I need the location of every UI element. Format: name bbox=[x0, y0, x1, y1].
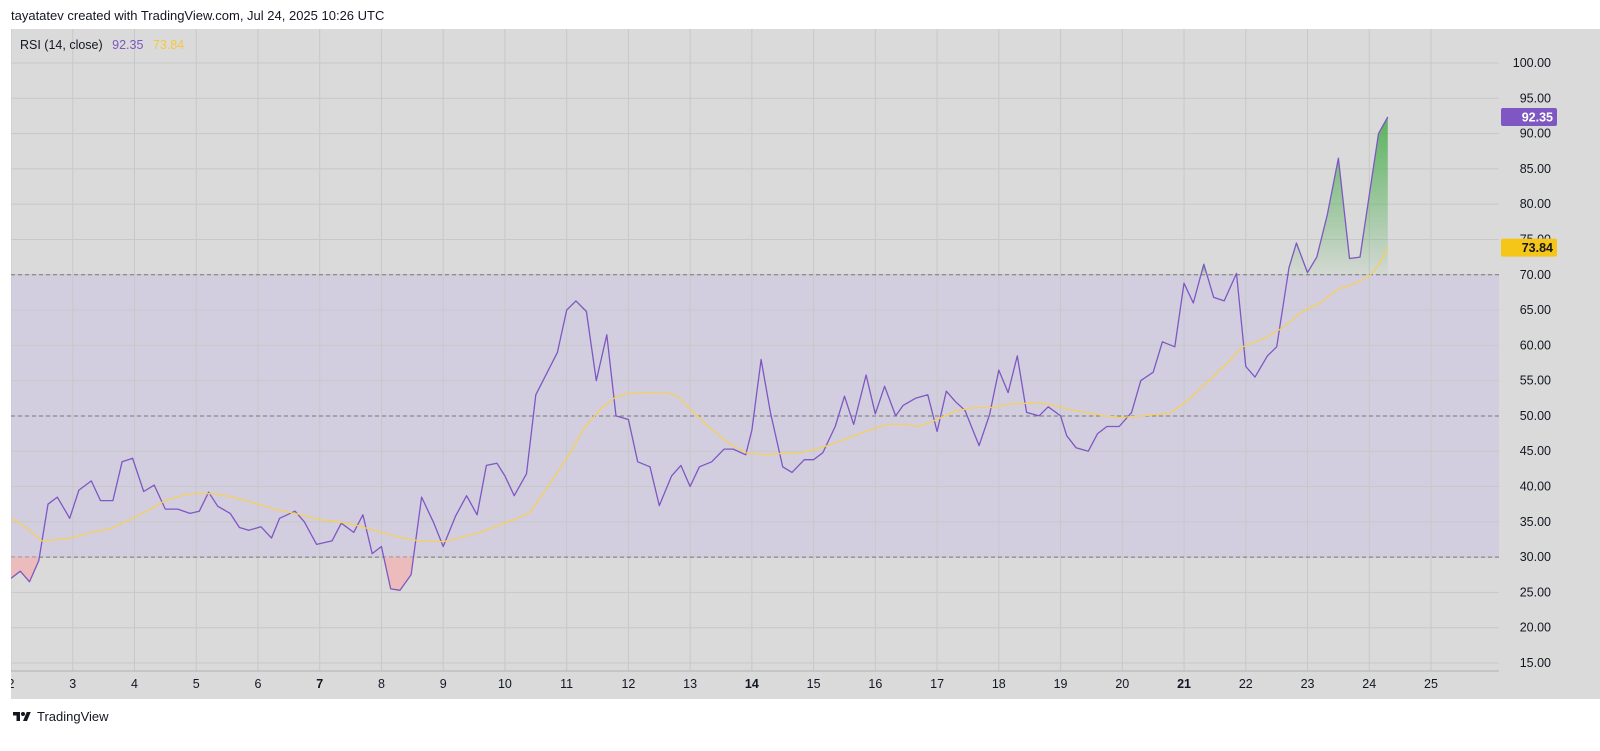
y-tick-label: 100.00 bbox=[1513, 56, 1551, 70]
x-tick-label: 14 bbox=[745, 677, 759, 691]
rsi-chart[interactable]: 100.0095.0090.0085.0080.0075.0070.0065.0… bbox=[11, 29, 1600, 699]
x-tick-label: 3 bbox=[69, 677, 76, 691]
overbought-fill bbox=[1287, 117, 1388, 275]
rsi-value-badge: 92.35 bbox=[1522, 111, 1553, 125]
x-tick-label: 23 bbox=[1301, 677, 1315, 691]
y-tick-label: 15.00 bbox=[1520, 656, 1551, 670]
value-badges: 92.35 73.84 bbox=[1501, 108, 1557, 257]
ma-value-badge: 73.84 bbox=[1522, 241, 1553, 255]
y-tick-label: 60.00 bbox=[1520, 338, 1551, 352]
x-tick-label: 17 bbox=[930, 677, 944, 691]
x-tick-label: 16 bbox=[868, 677, 882, 691]
x-tick-label: 5 bbox=[193, 677, 200, 691]
y-tick-label: 20.00 bbox=[1520, 621, 1551, 635]
x-tick-label: 22 bbox=[1239, 677, 1253, 691]
x-tick-label: 15 bbox=[807, 677, 821, 691]
x-tick-label: 11 bbox=[560, 677, 573, 691]
x-tick-label: 6 bbox=[254, 677, 261, 691]
price-scale[interactable]: 100.0095.0090.0085.0080.0075.0070.0065.0… bbox=[1513, 56, 1551, 670]
x-tick-label: 9 bbox=[440, 677, 447, 691]
x-tick-label: 25 bbox=[1424, 677, 1438, 691]
ma-value-badge-bg bbox=[1501, 238, 1557, 257]
indicator-legend[interactable]: RSI (14, close) 92.35 73.84 bbox=[20, 38, 184, 52]
x-tick-label: 24 bbox=[1362, 677, 1376, 691]
fill-layer bbox=[11, 117, 1388, 591]
rsi-legend-value: 92.35 bbox=[112, 38, 144, 52]
x-tick-label: 21 bbox=[1177, 677, 1191, 691]
y-tick-label: 45.00 bbox=[1520, 444, 1551, 458]
x-tick-label: 8 bbox=[378, 677, 385, 691]
tradingview-logo[interactable]: TradingView bbox=[11, 709, 109, 724]
x-tick-label: 13 bbox=[683, 677, 697, 691]
y-tick-label: 80.00 bbox=[1520, 197, 1551, 211]
x-tick-label: 10 bbox=[498, 677, 512, 691]
y-tick-label: 70.00 bbox=[1520, 268, 1551, 282]
y-tick-label: 85.00 bbox=[1520, 162, 1551, 176]
rsi-line bbox=[11, 116, 1389, 591]
ma-legend-value: 73.84 bbox=[152, 38, 185, 52]
x-tick-label: 2 bbox=[11, 677, 15, 691]
y-tick-label: 55.00 bbox=[1520, 374, 1551, 388]
x-tick-label: 4 bbox=[131, 677, 138, 691]
y-tick-label: 95.00 bbox=[1520, 91, 1551, 105]
rsi-value-badge-bg bbox=[1501, 108, 1557, 126]
series-layer bbox=[11, 116, 1389, 591]
time-scale[interactable]: 2345678910111213141516171819202122232425 bbox=[11, 677, 1438, 691]
x-tick-label: 12 bbox=[621, 677, 635, 691]
y-tick-label: 40.00 bbox=[1520, 480, 1551, 494]
levels-layer bbox=[11, 274, 1499, 558]
rsi-chart-pane[interactable]: 100.0095.0090.0085.0080.0075.0070.0065.0… bbox=[11, 29, 1600, 699]
oversold-fill bbox=[11, 557, 40, 582]
chart-credit: tayatatev created with TradingView.com, … bbox=[11, 8, 385, 23]
x-tick-label: 19 bbox=[1054, 677, 1068, 691]
y-tick-label: 35.00 bbox=[1520, 515, 1551, 529]
y-tick-label: 50.00 bbox=[1520, 409, 1551, 423]
y-tick-label: 90.00 bbox=[1520, 127, 1551, 141]
x-tick-label: 20 bbox=[1115, 677, 1129, 691]
x-tick-label: 18 bbox=[992, 677, 1006, 691]
overbought-fill bbox=[1200, 264, 1207, 275]
indicator-name: RSI (14, close) bbox=[20, 38, 103, 52]
tradingview-logo-icon bbox=[13, 711, 31, 721]
oversold-fill bbox=[383, 557, 414, 591]
y-tick-label: 25.00 bbox=[1520, 585, 1551, 599]
y-tick-label: 30.00 bbox=[1520, 550, 1551, 564]
y-tick-label: 65.00 bbox=[1520, 303, 1551, 317]
rsi-ma-line bbox=[11, 247, 1389, 543]
x-tick-label: 7 bbox=[316, 677, 323, 691]
tradingview-brand: TradingView bbox=[37, 709, 109, 724]
